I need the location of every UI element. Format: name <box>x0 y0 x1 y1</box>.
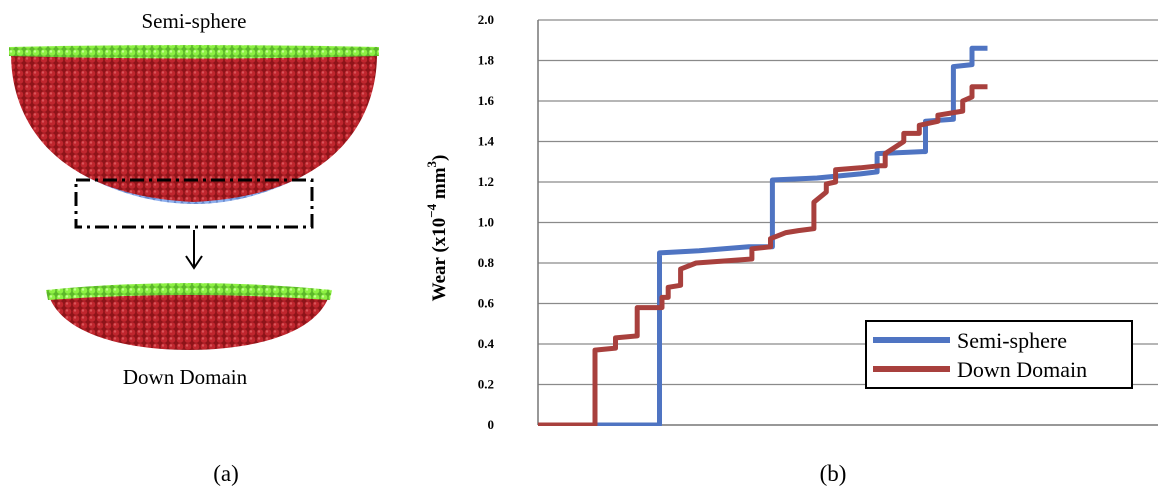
series-line-down-domain <box>538 84 988 426</box>
y-tick-label: 1.6 <box>478 93 495 108</box>
semi-sphere-body <box>11 54 377 202</box>
caption-a: (a) <box>213 461 239 486</box>
down-domain-label: Down Domain <box>123 365 248 389</box>
series-lines <box>538 45 988 426</box>
y-tick-label: 1.4 <box>478 134 495 149</box>
semi-sphere-label: Semi-sphere <box>142 9 247 33</box>
y-tick-label: 1.8 <box>478 53 495 68</box>
y-tick-label: 0.2 <box>478 377 494 392</box>
y-tick-label: 1.2 <box>478 174 494 189</box>
panel-b: 0 0.2 0.4 0.6 0.8 1.0 1.2 1.4 1.6 1.8 2.0 Wear (x1… <box>424 12 1158 486</box>
selection-box <box>74 178 314 229</box>
y-tick-label: 2.0 <box>478 12 494 27</box>
legend: Semi-sphere Down Domain <box>865 320 1133 389</box>
y-tick-label: 0.6 <box>478 296 495 311</box>
gridlines <box>538 19 1158 386</box>
y-tick-labels: 0 0.2 0.4 0.6 0.8 1.0 1.2 1.4 1.6 1.8 2.0 <box>478 12 495 432</box>
semi-sphere-image <box>9 45 379 204</box>
y-tick-label: 0.4 <box>478 336 495 351</box>
down-domain-surface-layer <box>46 283 332 300</box>
y-axis-title: Wear (x10−4 mm3) <box>424 155 450 302</box>
down-domain-image <box>46 283 332 350</box>
y-tick-label: 0 <box>488 417 495 432</box>
series-line-semi-sphere <box>538 45 988 426</box>
legend-label-down-domain: Down Domain <box>957 357 1087 382</box>
down-domain-body <box>48 293 330 350</box>
down-arrow-icon <box>185 230 203 270</box>
y-tick-label: 1.0 <box>478 215 494 230</box>
legend-box <box>865 320 1133 389</box>
panel-a: Semi-sphere Down Domain (a) <box>9 9 379 486</box>
semi-sphere-surface-layer <box>9 45 379 59</box>
y-tick-label: 0.8 <box>478 255 495 270</box>
caption-b: (b) <box>820 461 847 486</box>
legend-label-semi-sphere: Semi-sphere <box>957 328 1067 353</box>
